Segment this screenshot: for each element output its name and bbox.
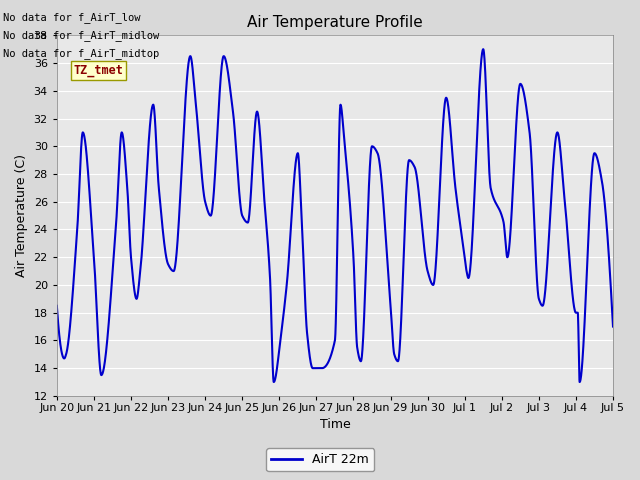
Text: No data for f_AirT_midtop: No data for f_AirT_midtop: [3, 48, 159, 60]
Legend: AirT 22m: AirT 22m: [266, 448, 374, 471]
Title: Air Temperature Profile: Air Temperature Profile: [247, 15, 423, 30]
Text: No data for f_AirT_low: No data for f_AirT_low: [3, 12, 141, 23]
Text: TZ_tmet: TZ_tmet: [74, 64, 124, 77]
X-axis label: Time: Time: [319, 419, 350, 432]
Y-axis label: Air Temperature (C): Air Temperature (C): [15, 154, 28, 277]
Text: No data for f_AirT_midlow: No data for f_AirT_midlow: [3, 30, 159, 41]
